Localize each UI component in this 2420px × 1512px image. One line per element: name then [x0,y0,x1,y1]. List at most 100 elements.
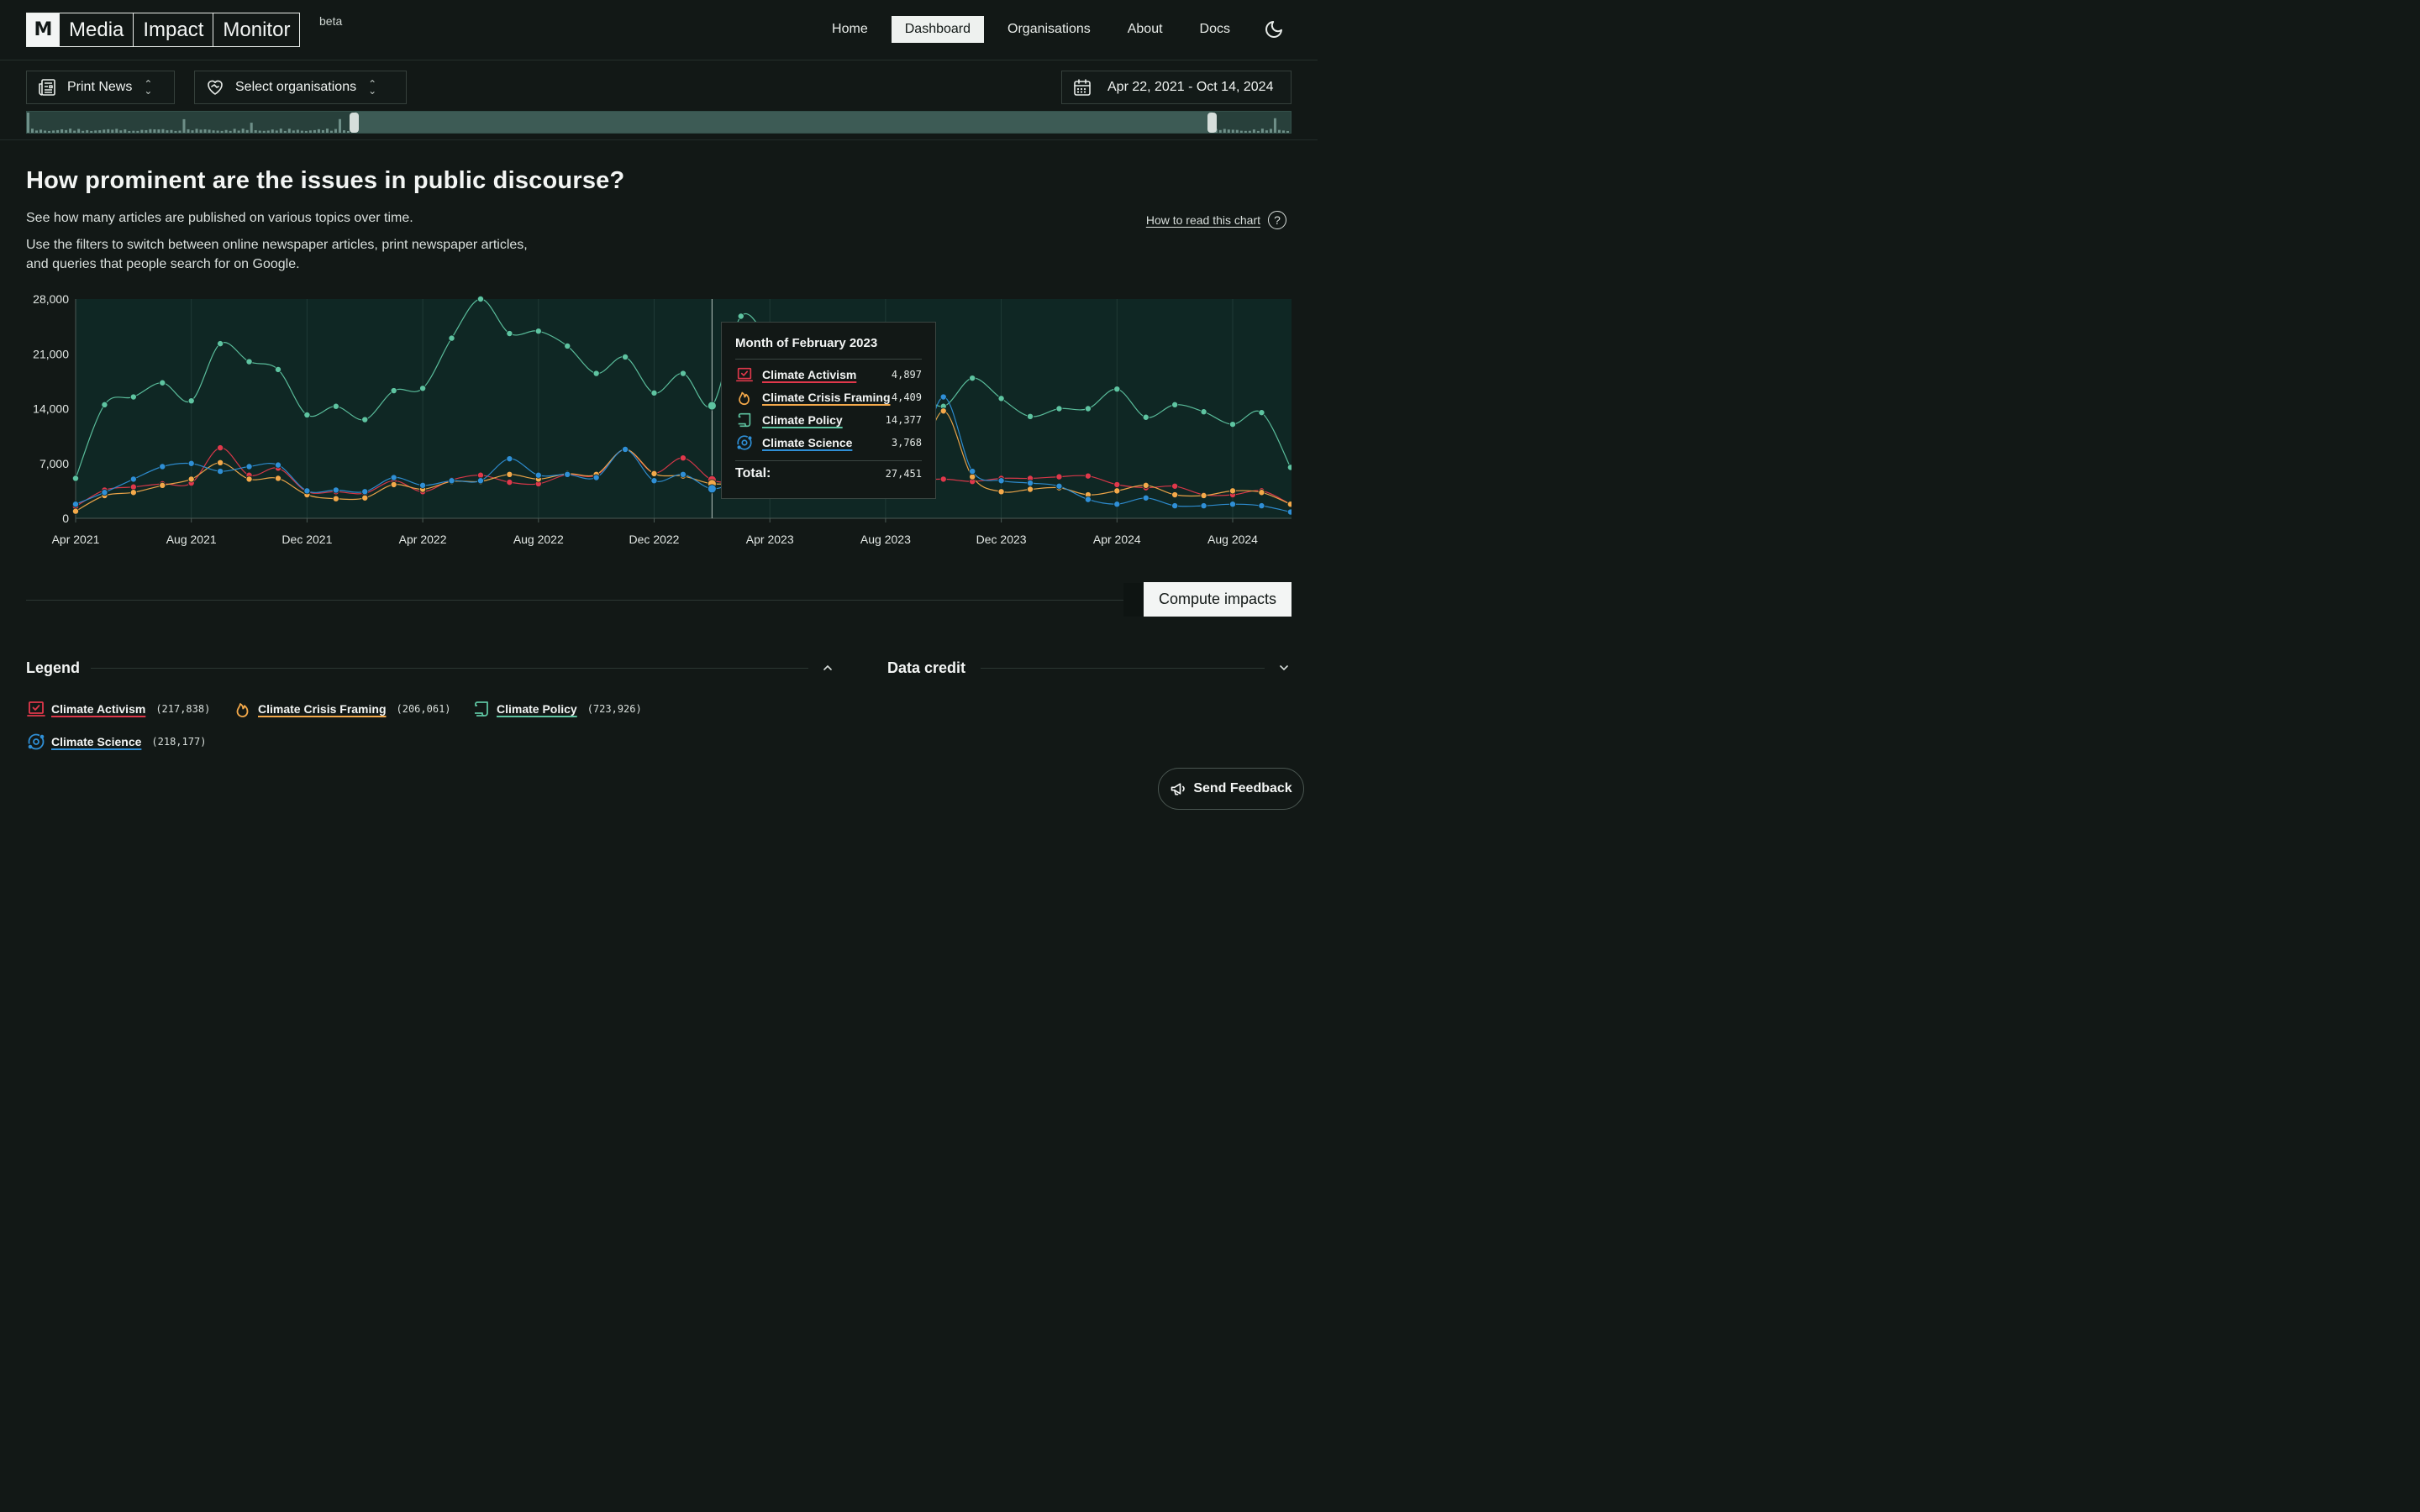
nav-about[interactable]: About [1127,22,1163,36]
data-point-climate-crisis-framing[interactable] [245,475,253,483]
data-credit-title[interactable]: Data credit [887,659,966,676]
data-point-climate-science[interactable] [187,459,195,467]
media-type-select[interactable]: Print News ⌃ ⌄ [26,71,175,104]
legend-title[interactable]: Legend [26,659,81,676]
data-point-climate-activism[interactable] [939,475,947,483]
data-point-climate-policy[interactable] [129,393,137,401]
data-point-climate-activism[interactable] [129,483,137,491]
data-point-climate-science[interactable] [1142,494,1150,501]
data-point-climate-crisis-framing[interactable] [997,488,1005,496]
data-point-climate-activism[interactable] [679,454,687,462]
data-point-climate-science[interactable] [245,463,253,470]
data-point-climate-crisis-framing[interactable] [332,495,339,502]
send-feedback-button[interactable]: Send Feedback [1158,768,1304,810]
range-handle-end[interactable] [1207,113,1217,133]
data-point-climate-policy[interactable] [1055,405,1063,412]
data-point-climate-science[interactable] [159,463,166,470]
data-point-climate-crisis-framing[interactable] [1027,486,1034,493]
data-point-climate-policy[interactable] [679,370,687,377]
data-point-climate-policy[interactable] [476,296,484,302]
data-point-climate-science[interactable] [274,461,281,469]
date-range-slider[interactable] [26,111,1292,134]
data-point-climate-policy[interactable] [101,401,108,408]
data-point-climate-policy[interactable] [419,385,427,392]
data-point-climate-science[interactable] [1171,502,1179,510]
data-point-climate-policy[interactable] [564,342,571,349]
data-point-climate-science[interactable] [997,477,1005,485]
date-range-picker[interactable]: Apr 22, 2021 - Oct 14, 2024 [1061,71,1292,104]
data-point-climate-science[interactable] [1027,480,1034,487]
data-point-climate-policy[interactable] [245,358,253,365]
data-point-climate-policy[interactable] [1142,413,1150,421]
data-point-climate-science[interactable] [969,468,976,475]
legend-item-science[interactable]: Climate Science (218,177) [26,732,206,752]
data-point-climate-science[interactable] [1229,501,1237,508]
site-logo[interactable]: M Media Impact Monitor [26,13,301,47]
data-point-climate-crisis-framing[interactable] [1258,489,1265,496]
data-point-climate-crisis-framing[interactable] [159,481,166,489]
data-point-climate-activism[interactable] [476,471,484,479]
data-point-climate-policy[interactable] [997,395,1005,402]
nav-organisations[interactable]: Organisations [1007,22,1091,36]
data-point-climate-crisis-framing[interactable] [650,470,658,477]
data-point-climate-science[interactable] [1113,501,1121,508]
data-point-climate-activism[interactable] [1084,472,1092,480]
data-point-climate-policy[interactable] [1171,401,1179,408]
data-point-climate-crisis-framing[interactable] [1142,481,1150,489]
help-icon[interactable]: ? [1268,211,1286,229]
nav-docs[interactable]: Docs [1199,22,1230,36]
data-point-climate-science[interactable] [332,486,339,494]
data-point-climate-science[interactable] [679,470,687,478]
data-point-climate-policy[interactable] [448,334,455,342]
range-handle-start[interactable] [350,113,359,133]
data-point-climate-activism[interactable] [217,444,224,452]
data-point-climate-policy[interactable] [361,416,369,423]
data-point-climate-crisis-framing[interactable] [1229,487,1237,495]
data-point-climate-policy[interactable] [303,411,311,418]
legend-item-policy[interactable]: Climate Policy (723,926) [471,699,642,719]
data-point-climate-policy[interactable] [622,353,629,360]
data-point-climate-science[interactable] [1055,482,1063,490]
chevron-down-icon[interactable] [1277,661,1291,675]
data-point-climate-policy[interactable] [217,340,224,348]
organisations-select[interactable]: Select organisations ⌃ ⌄ [194,71,407,104]
data-point-climate-science[interactable] [707,484,717,494]
data-point-climate-science[interactable] [506,455,513,463]
data-point-climate-policy[interactable] [707,401,717,411]
data-point-climate-crisis-framing[interactable] [361,494,369,501]
data-point-climate-science[interactable] [476,477,484,485]
data-point-climate-policy[interactable] [332,402,339,410]
data-point-climate-science[interactable] [129,475,137,483]
articles-line-chart[interactable]: 28,000 21,000 14,000 7,000 0 Apr 2021 Aug 202… [0,286,1318,554]
data-point-climate-policy[interactable] [274,365,281,373]
data-point-climate-science[interactable] [1258,502,1265,510]
data-point-climate-crisis-framing[interactable] [506,470,513,478]
chevron-up-icon[interactable] [821,661,834,675]
data-point-climate-science[interactable] [534,471,542,479]
data-point-climate-policy[interactable] [159,379,166,386]
data-point-climate-crisis-framing[interactable] [969,473,976,480]
data-point-climate-activism[interactable] [1171,482,1179,490]
data-point-climate-crisis-framing[interactable] [1113,487,1121,495]
compute-impacts-button[interactable]: Compute impacts [1144,582,1292,617]
data-point-climate-science[interactable] [419,481,427,489]
data-point-climate-activism[interactable] [1055,473,1063,480]
data-point-climate-science[interactable] [361,488,369,496]
data-point-climate-policy[interactable] [1027,412,1034,420]
data-point-climate-science[interactable] [303,487,311,495]
data-point-climate-science[interactable] [622,445,629,453]
data-point-climate-science[interactable] [1084,496,1092,503]
data-point-climate-policy[interactable] [534,328,542,335]
data-point-climate-crisis-framing[interactable] [274,475,281,482]
nav-home[interactable]: Home [832,22,868,36]
legend-item-framing[interactable]: Climate Crisis Framing (206,061) [233,699,451,719]
data-point-climate-policy[interactable] [737,312,744,320]
data-point-climate-science[interactable] [592,474,600,481]
data-point-climate-science[interactable] [448,477,455,485]
data-point-climate-policy[interactable] [1200,408,1207,416]
data-point-climate-crisis-framing[interactable] [187,475,195,483]
data-point-climate-science[interactable] [72,501,80,508]
data-point-climate-science[interactable] [939,393,947,401]
data-point-climate-policy[interactable] [592,370,600,377]
moon-icon[interactable] [1264,19,1284,39]
